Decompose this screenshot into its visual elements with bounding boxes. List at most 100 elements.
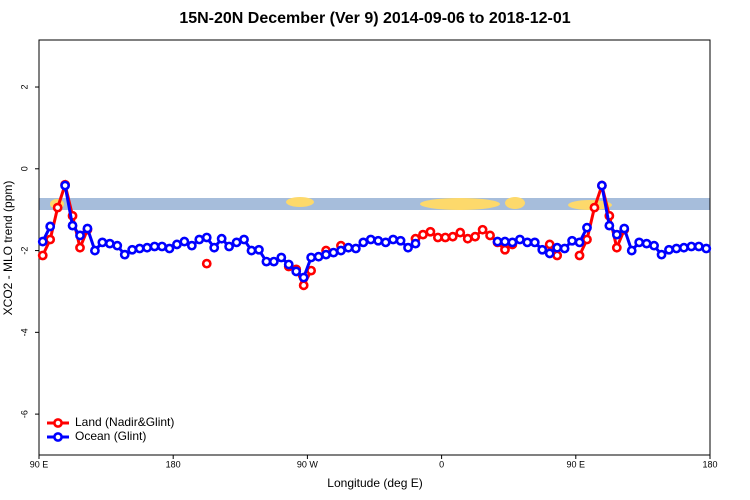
point xyxy=(75,242,85,253)
point xyxy=(90,245,100,256)
point xyxy=(529,237,540,248)
land-patch xyxy=(420,198,500,210)
point xyxy=(693,241,704,252)
point xyxy=(291,266,302,277)
point xyxy=(75,230,85,241)
point xyxy=(462,233,473,244)
x-tick-label: 90 E xyxy=(567,459,586,469)
x-tick-label: 90 E xyxy=(30,459,49,469)
point xyxy=(679,242,689,253)
point xyxy=(231,237,242,248)
point xyxy=(45,221,56,232)
point xyxy=(403,242,413,253)
point xyxy=(574,250,585,261)
point xyxy=(186,240,197,251)
point xyxy=(45,234,56,245)
point xyxy=(127,244,138,255)
point xyxy=(201,232,212,243)
point xyxy=(567,235,577,246)
point xyxy=(649,240,659,251)
x-tick-label: 180 xyxy=(166,459,181,469)
ocean-strip xyxy=(39,198,710,210)
point xyxy=(656,249,667,260)
point xyxy=(298,272,309,283)
point xyxy=(104,238,115,249)
point xyxy=(373,235,384,246)
point xyxy=(485,230,495,241)
legend-marker xyxy=(53,418,63,428)
y-tick-label: -6 xyxy=(19,410,29,418)
point xyxy=(582,234,592,245)
point xyxy=(671,243,682,254)
point xyxy=(268,256,279,267)
point xyxy=(60,180,70,191)
point xyxy=(418,229,428,240)
point xyxy=(365,234,376,245)
y-tick-label: 2 xyxy=(19,85,29,90)
point xyxy=(119,249,130,260)
point xyxy=(559,243,570,254)
point xyxy=(500,236,510,247)
point xyxy=(514,234,525,245)
point xyxy=(276,252,287,263)
point xyxy=(358,237,369,248)
point xyxy=(447,231,458,242)
point xyxy=(336,245,346,256)
point xyxy=(537,244,548,255)
point xyxy=(328,247,339,258)
land-patch xyxy=(505,197,525,209)
point xyxy=(492,236,503,247)
point xyxy=(544,248,555,259)
point xyxy=(254,244,264,255)
point xyxy=(626,245,637,256)
point xyxy=(67,220,78,231)
point xyxy=(149,241,160,252)
point xyxy=(611,229,622,240)
map-strip xyxy=(39,197,710,210)
point xyxy=(350,243,361,254)
point xyxy=(432,232,443,243)
point xyxy=(507,237,518,248)
point xyxy=(37,236,48,247)
point xyxy=(37,250,48,261)
point xyxy=(343,242,354,253)
point xyxy=(179,236,190,247)
point xyxy=(164,243,175,254)
x-tick-label: 90 W xyxy=(297,459,319,469)
x-tick-label: 0 xyxy=(439,459,444,469)
point xyxy=(604,220,615,231)
point xyxy=(313,251,324,262)
legend-marker xyxy=(53,432,63,442)
point xyxy=(589,202,600,213)
legend-label: Ocean (Glint) xyxy=(75,429,146,443)
y-tick-label: -2 xyxy=(19,247,29,255)
land-patch xyxy=(568,200,612,210)
point xyxy=(388,234,399,245)
point xyxy=(172,239,182,250)
land-patch xyxy=(286,197,314,207)
point xyxy=(619,223,630,234)
point xyxy=(522,237,533,248)
point xyxy=(194,234,205,245)
point xyxy=(216,233,227,244)
point xyxy=(440,232,451,243)
point xyxy=(500,244,510,255)
point xyxy=(52,202,63,213)
point xyxy=(634,237,645,248)
y-axis-label: XCO2 - MLO trend (ppm) xyxy=(1,181,15,316)
point xyxy=(134,243,145,254)
point xyxy=(410,238,421,249)
legend: Land (Nadir&Glint)Ocean (Glint) xyxy=(47,415,174,443)
point xyxy=(544,239,555,250)
point xyxy=(425,226,436,237)
x-tick-label: 180 xyxy=(702,459,717,469)
point xyxy=(142,242,153,253)
point xyxy=(224,241,235,252)
point xyxy=(283,259,294,270)
point xyxy=(596,180,607,191)
point xyxy=(201,258,212,269)
legend-label: Land (Nadir&Glint) xyxy=(75,415,174,429)
x-axis-label: Longitude (deg E) xyxy=(327,476,422,490)
point xyxy=(306,252,317,263)
